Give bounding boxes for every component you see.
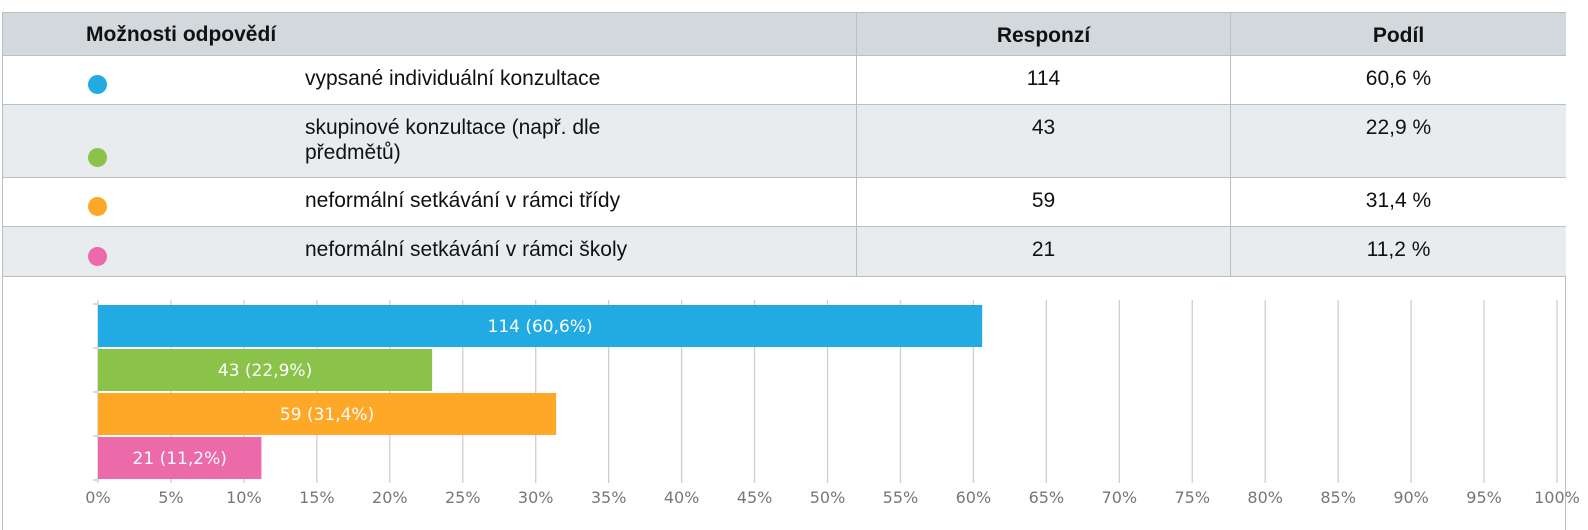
x-tick-label: 30% [518,488,554,507]
x-tick-label: 45% [737,488,773,507]
bar [98,393,557,435]
count-cell: 114 [857,56,1231,104]
x-tick-label: 50% [810,488,846,507]
answer-cell: neformální setkávání v rámci školy [3,227,857,276]
x-tick-label: 65% [1029,488,1065,507]
share-cell: 60,6 % [1365,67,1432,90]
share-cell: 22,9 % [1365,116,1432,139]
x-tick-label: 80% [1247,488,1283,507]
x-tick-label: 70% [1102,488,1138,507]
table-row: neformální setkávání v rámci třídy 59 31,4… [3,178,1566,227]
bar-label: 114 (60,6%) [488,317,593,337]
count-cell: 59 [857,178,1231,226]
answer-cell: neformální setkávání v rámci třídy [3,178,857,226]
answer-label: vypsané individuální konzultace [305,67,601,90]
x-tick-label: 100% [1534,488,1580,507]
bar-label: 43 (22,9%) [218,361,312,381]
x-tick-label: 85% [1320,488,1356,507]
answer-label: neformální setkávání v rámci třídy [305,189,621,212]
x-tick-label: 15% [299,488,335,507]
x-tick-label: 60% [956,488,992,507]
x-tick-label: 75% [1174,488,1210,507]
color-dot [88,148,107,167]
header-cell: Podíl [1372,24,1425,47]
bar [98,305,983,347]
share-cell: 31,4 % [1365,189,1432,212]
answer-cell: vypsané individuální konzultace [3,56,857,104]
x-tick-label: 25% [445,488,481,507]
answer-label: neformální setkávání v rámci školy [305,238,628,261]
x-tick-label: 35% [591,488,627,507]
x-tick-label: 0% [85,488,110,507]
x-tick-label: 10% [226,488,262,507]
x-tick-label: 55% [883,488,919,507]
table-row: vypsané individuální konzultace 114 60,6 % [3,56,1566,105]
results-panel: Možnosti odpovědí Responzí Podíl vypsané… [2,12,1566,530]
color-dot [88,75,107,94]
x-tick-label: 20% [372,488,408,507]
x-tick-label: 95% [1466,488,1502,507]
x-tick-label: 5% [158,488,183,507]
table-row: skupinové konzultace (např. dle předmětů… [3,105,1566,178]
header-cell: Možnosti odpovědí [3,13,857,55]
bar-label: 21 (11,2%) [133,449,227,469]
color-dot [88,197,107,216]
bar [98,437,262,479]
header-cell: Responzí [857,13,1231,55]
answer-label: skupinové konzultace (např. dle předmětů… [305,116,601,164]
x-tick-label: 40% [664,488,700,507]
color-dot [88,247,107,266]
header-text: Možnosti odpovědí [86,23,277,46]
table-row: neformální setkávání v rámci školy 21 11,2… [3,227,1566,277]
bar-label: 59 (31,4%) [280,405,374,425]
x-tick-label: 90% [1393,488,1429,507]
header-row: Možnosti odpovědí Responzí Podíl [3,12,1566,56]
share-cell: 11,2 % [1366,238,1431,261]
bar [98,349,433,391]
answer-cell: skupinové konzultace (např. dle předmětů… [3,105,857,177]
count-cell: 43 [857,105,1231,177]
count-cell: 21 [857,227,1231,276]
